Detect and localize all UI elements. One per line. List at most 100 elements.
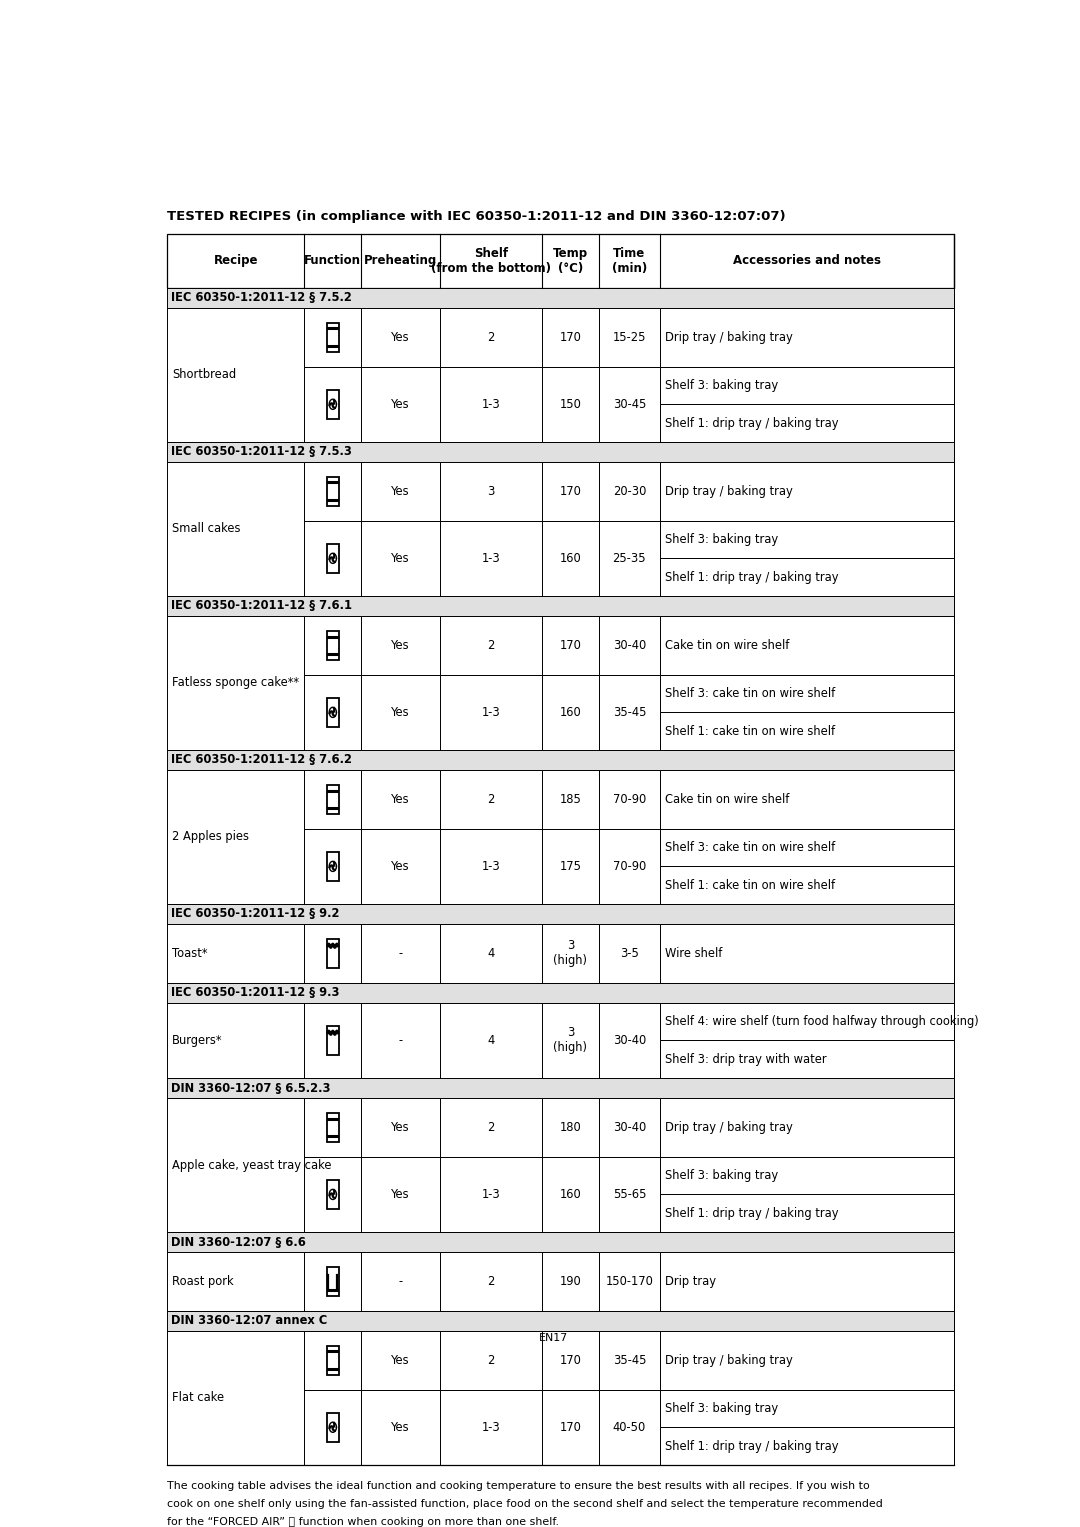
Bar: [440, 1332, 542, 1390]
Text: 175: 175: [559, 860, 581, 873]
Bar: [660, 675, 954, 713]
Bar: [166, 1098, 305, 1232]
Text: Shelf 4: wire shelf (turn food halfway through cooking): Shelf 4: wire shelf (turn food halfway t…: [665, 1015, 978, 1028]
Text: TESTED RECIPES (in compliance with IEC 60350-1:2011-12 and DIN 3360-12:07:07): TESTED RECIPES (in compliance with IEC 6…: [166, 211, 785, 223]
Bar: [598, 461, 660, 521]
Text: Preheating: Preheating: [364, 255, 437, 267]
Text: DIN 3360-12:07 § 6.6: DIN 3360-12:07 § 6.6: [171, 1235, 306, 1249]
Bar: [598, 1003, 660, 1078]
Bar: [327, 939, 339, 968]
Text: 150: 150: [559, 399, 581, 411]
Bar: [440, 615, 542, 675]
Text: 170: 170: [559, 638, 581, 652]
Bar: [305, 675, 361, 750]
Bar: [166, 308, 305, 441]
Text: 1-3: 1-3: [482, 860, 500, 873]
Bar: [327, 389, 339, 418]
Text: Yes: Yes: [391, 1354, 409, 1367]
Text: 2 Apples pies: 2 Apples pies: [172, 831, 248, 843]
Bar: [440, 1157, 542, 1232]
Text: 2: 2: [487, 638, 495, 652]
Bar: [361, 615, 440, 675]
Text: Wire shelf: Wire shelf: [665, 947, 723, 960]
Bar: [166, 924, 305, 983]
Bar: [542, 1252, 598, 1310]
Text: 1-3: 1-3: [482, 705, 500, 719]
Bar: [542, 366, 598, 441]
Text: 150-170: 150-170: [606, 1275, 653, 1287]
Bar: [598, 1390, 660, 1464]
Bar: [660, 866, 954, 904]
Text: IEC 60350-1:2011-12 § 7.6.1: IEC 60350-1:2011-12 § 7.6.1: [171, 600, 352, 612]
Bar: [166, 1332, 305, 1464]
Text: IEC 60350-1:2011-12 § 7.6.2: IEC 60350-1:2011-12 § 7.6.2: [171, 753, 352, 767]
Text: Shelf 1: drip tray / baking tray: Shelf 1: drip tray / baking tray: [665, 1440, 839, 1452]
Text: 2: 2: [487, 1354, 495, 1367]
Bar: [542, 1332, 598, 1390]
Bar: [361, 675, 440, 750]
Bar: [660, 615, 954, 675]
Bar: [440, 829, 542, 904]
Bar: [598, 366, 660, 441]
Text: 185: 185: [559, 793, 581, 806]
Bar: [542, 829, 598, 904]
Bar: [440, 521, 542, 596]
Text: Apple cake, yeast tray cake: Apple cake, yeast tray cake: [172, 1159, 332, 1171]
Text: 180: 180: [559, 1121, 581, 1135]
Bar: [660, 461, 954, 521]
Bar: [166, 596, 954, 615]
Text: Yes: Yes: [391, 551, 409, 565]
Bar: [542, 308, 598, 366]
Text: Shelf 1: drip tray / baking tray: Shelf 1: drip tray / baking tray: [665, 571, 839, 583]
Text: Fatless sponge cake**: Fatless sponge cake**: [172, 676, 299, 690]
Text: 3: 3: [487, 484, 495, 498]
Bar: [361, 1390, 440, 1464]
Bar: [305, 308, 361, 366]
Bar: [327, 322, 339, 351]
Text: 25-35: 25-35: [612, 551, 646, 565]
Bar: [660, 1428, 954, 1464]
Bar: [166, 1003, 305, 1078]
Text: Accessories and notes: Accessories and notes: [733, 255, 881, 267]
Text: Shelf 3: drip tray with water: Shelf 3: drip tray with water: [665, 1052, 827, 1066]
Bar: [660, 1157, 954, 1194]
Text: Function: Function: [305, 255, 362, 267]
Bar: [166, 983, 954, 1003]
Text: 15-25: 15-25: [612, 331, 646, 344]
Bar: [361, 461, 440, 521]
Bar: [305, 461, 361, 521]
Text: 70-90: 70-90: [612, 860, 646, 873]
Text: 1-3: 1-3: [482, 399, 500, 411]
Bar: [361, 829, 440, 904]
Bar: [327, 1267, 339, 1296]
Bar: [327, 1113, 339, 1142]
Bar: [305, 924, 361, 983]
Bar: [166, 441, 954, 461]
Bar: [327, 1026, 339, 1055]
Bar: [660, 924, 954, 983]
Bar: [166, 234, 954, 289]
Bar: [598, 615, 660, 675]
Text: Yes: Yes: [391, 705, 409, 719]
Bar: [327, 698, 339, 727]
Bar: [327, 785, 339, 814]
Bar: [598, 829, 660, 904]
Bar: [440, 461, 542, 521]
Text: 4: 4: [487, 1034, 495, 1048]
Text: -: -: [399, 1034, 403, 1048]
Text: Shelf 3: baking tray: Shelf 3: baking tray: [665, 533, 779, 547]
Bar: [660, 559, 954, 596]
Bar: [660, 1098, 954, 1157]
Text: Shelf 1: drip tray / baking tray: Shelf 1: drip tray / baking tray: [665, 417, 839, 429]
Text: Drip tray / baking tray: Drip tray / baking tray: [665, 484, 793, 498]
Text: Toast*: Toast*: [172, 947, 207, 960]
Bar: [440, 308, 542, 366]
Text: 30-45: 30-45: [612, 399, 646, 411]
Text: DIN 3360-12:07 § 6.5.2.3: DIN 3360-12:07 § 6.5.2.3: [171, 1081, 330, 1095]
Text: Shelf 3: cake tin on wire shelf: Shelf 3: cake tin on wire shelf: [665, 841, 836, 854]
Text: 160: 160: [559, 551, 581, 565]
Text: 20-30: 20-30: [612, 484, 646, 498]
Bar: [542, 675, 598, 750]
Bar: [598, 1332, 660, 1390]
Text: Cake tin on wire shelf: Cake tin on wire shelf: [665, 793, 789, 806]
